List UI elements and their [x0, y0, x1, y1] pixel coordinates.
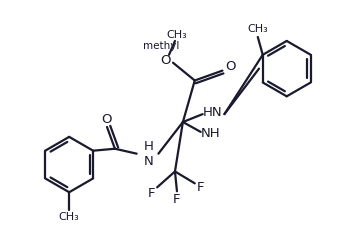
Text: F: F: [173, 193, 181, 206]
Text: CH₃: CH₃: [166, 30, 187, 40]
Text: F: F: [197, 181, 204, 194]
Text: CH₃: CH₃: [247, 24, 268, 34]
Text: methyl: methyl: [143, 41, 179, 51]
Text: CH₃: CH₃: [59, 212, 80, 222]
Text: O: O: [160, 54, 170, 67]
Text: O: O: [225, 60, 236, 73]
Text: O: O: [102, 113, 112, 125]
Text: F: F: [147, 187, 155, 200]
Text: HN: HN: [203, 106, 222, 119]
Text: NH: NH: [201, 127, 220, 140]
Text: H
N: H N: [144, 140, 154, 168]
